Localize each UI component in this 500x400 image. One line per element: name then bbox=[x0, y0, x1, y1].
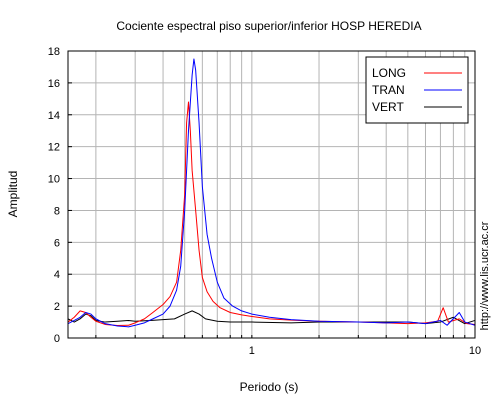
y-tick-label: 0 bbox=[54, 333, 60, 345]
series-layer bbox=[67, 58, 476, 328]
x-axis-label: Periodo (s) bbox=[240, 380, 299, 394]
series-line-tran bbox=[67, 58, 476, 328]
chart-title: Cociente espectral piso superior/inferio… bbox=[116, 19, 421, 33]
y-axis-label: Amplitud bbox=[6, 171, 20, 218]
plot-frame bbox=[67, 50, 476, 339]
legend-label-tran: TRAN bbox=[372, 83, 405, 97]
y-tick-label: 18 bbox=[48, 46, 60, 58]
legend-label-long: LONG bbox=[372, 66, 406, 80]
side-annotation: http://www.lis.ucr.ac.cr bbox=[479, 221, 491, 330]
y-tick-label: 10 bbox=[48, 174, 60, 186]
y-tick-label: 6 bbox=[54, 237, 60, 249]
y-tick-label: 2 bbox=[54, 301, 60, 313]
x-tick-label: 10 bbox=[469, 345, 481, 357]
legend: LONG TRAN VERT bbox=[365, 56, 469, 124]
legend-label-vert: VERT bbox=[372, 100, 404, 114]
y-tick-label: 14 bbox=[48, 110, 60, 122]
y-tick-label: 4 bbox=[54, 269, 60, 281]
y-tick-label: 12 bbox=[48, 142, 60, 154]
x-tick-label: 1 bbox=[249, 345, 255, 357]
axis-ticks: 0 2 4 6 8 10 12 14 16 18 1 10 bbox=[48, 46, 481, 357]
y-tick-label: 16 bbox=[48, 78, 60, 90]
y-tick-label: 8 bbox=[54, 205, 60, 217]
